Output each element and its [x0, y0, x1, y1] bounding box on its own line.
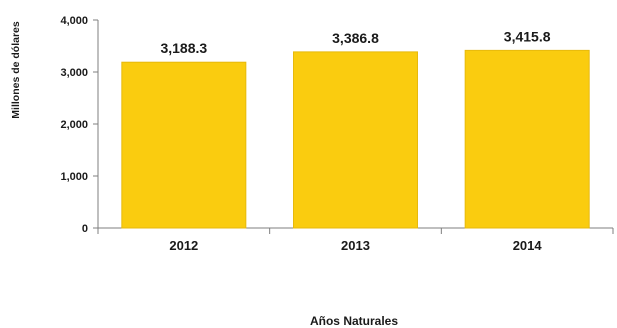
- bars: [121, 49, 590, 229]
- labels: 0 1,000 2,000 3,000 4,000 3,188.3 2012 3,386.8 2…: [60, 15, 550, 253]
- bar-2014: [464, 49, 590, 229]
- y-axis-title: Millones de dólares: [10, 21, 22, 119]
- data-label-2014: 3,415.8: [504, 28, 551, 44]
- bar-2013: [293, 51, 418, 229]
- y-tick-label: 4,000: [60, 15, 88, 27]
- x-tick-label-2013: 2013: [341, 238, 370, 253]
- y-tick-label: 2,000: [60, 119, 88, 131]
- bar-2012: [121, 61, 247, 229]
- data-label-2013: 3,386.8: [332, 30, 379, 46]
- y-tick-label: 0: [82, 223, 88, 235]
- x-axis-title: Años Naturales: [310, 314, 398, 328]
- y-tick-label: 1,000: [60, 171, 88, 183]
- x-tick-label-2012: 2012: [169, 238, 198, 253]
- x-tick-label-2014: 2014: [513, 238, 543, 253]
- data-label-2012: 3,188.3: [160, 40, 207, 56]
- y-tick-label: 3,000: [60, 67, 88, 79]
